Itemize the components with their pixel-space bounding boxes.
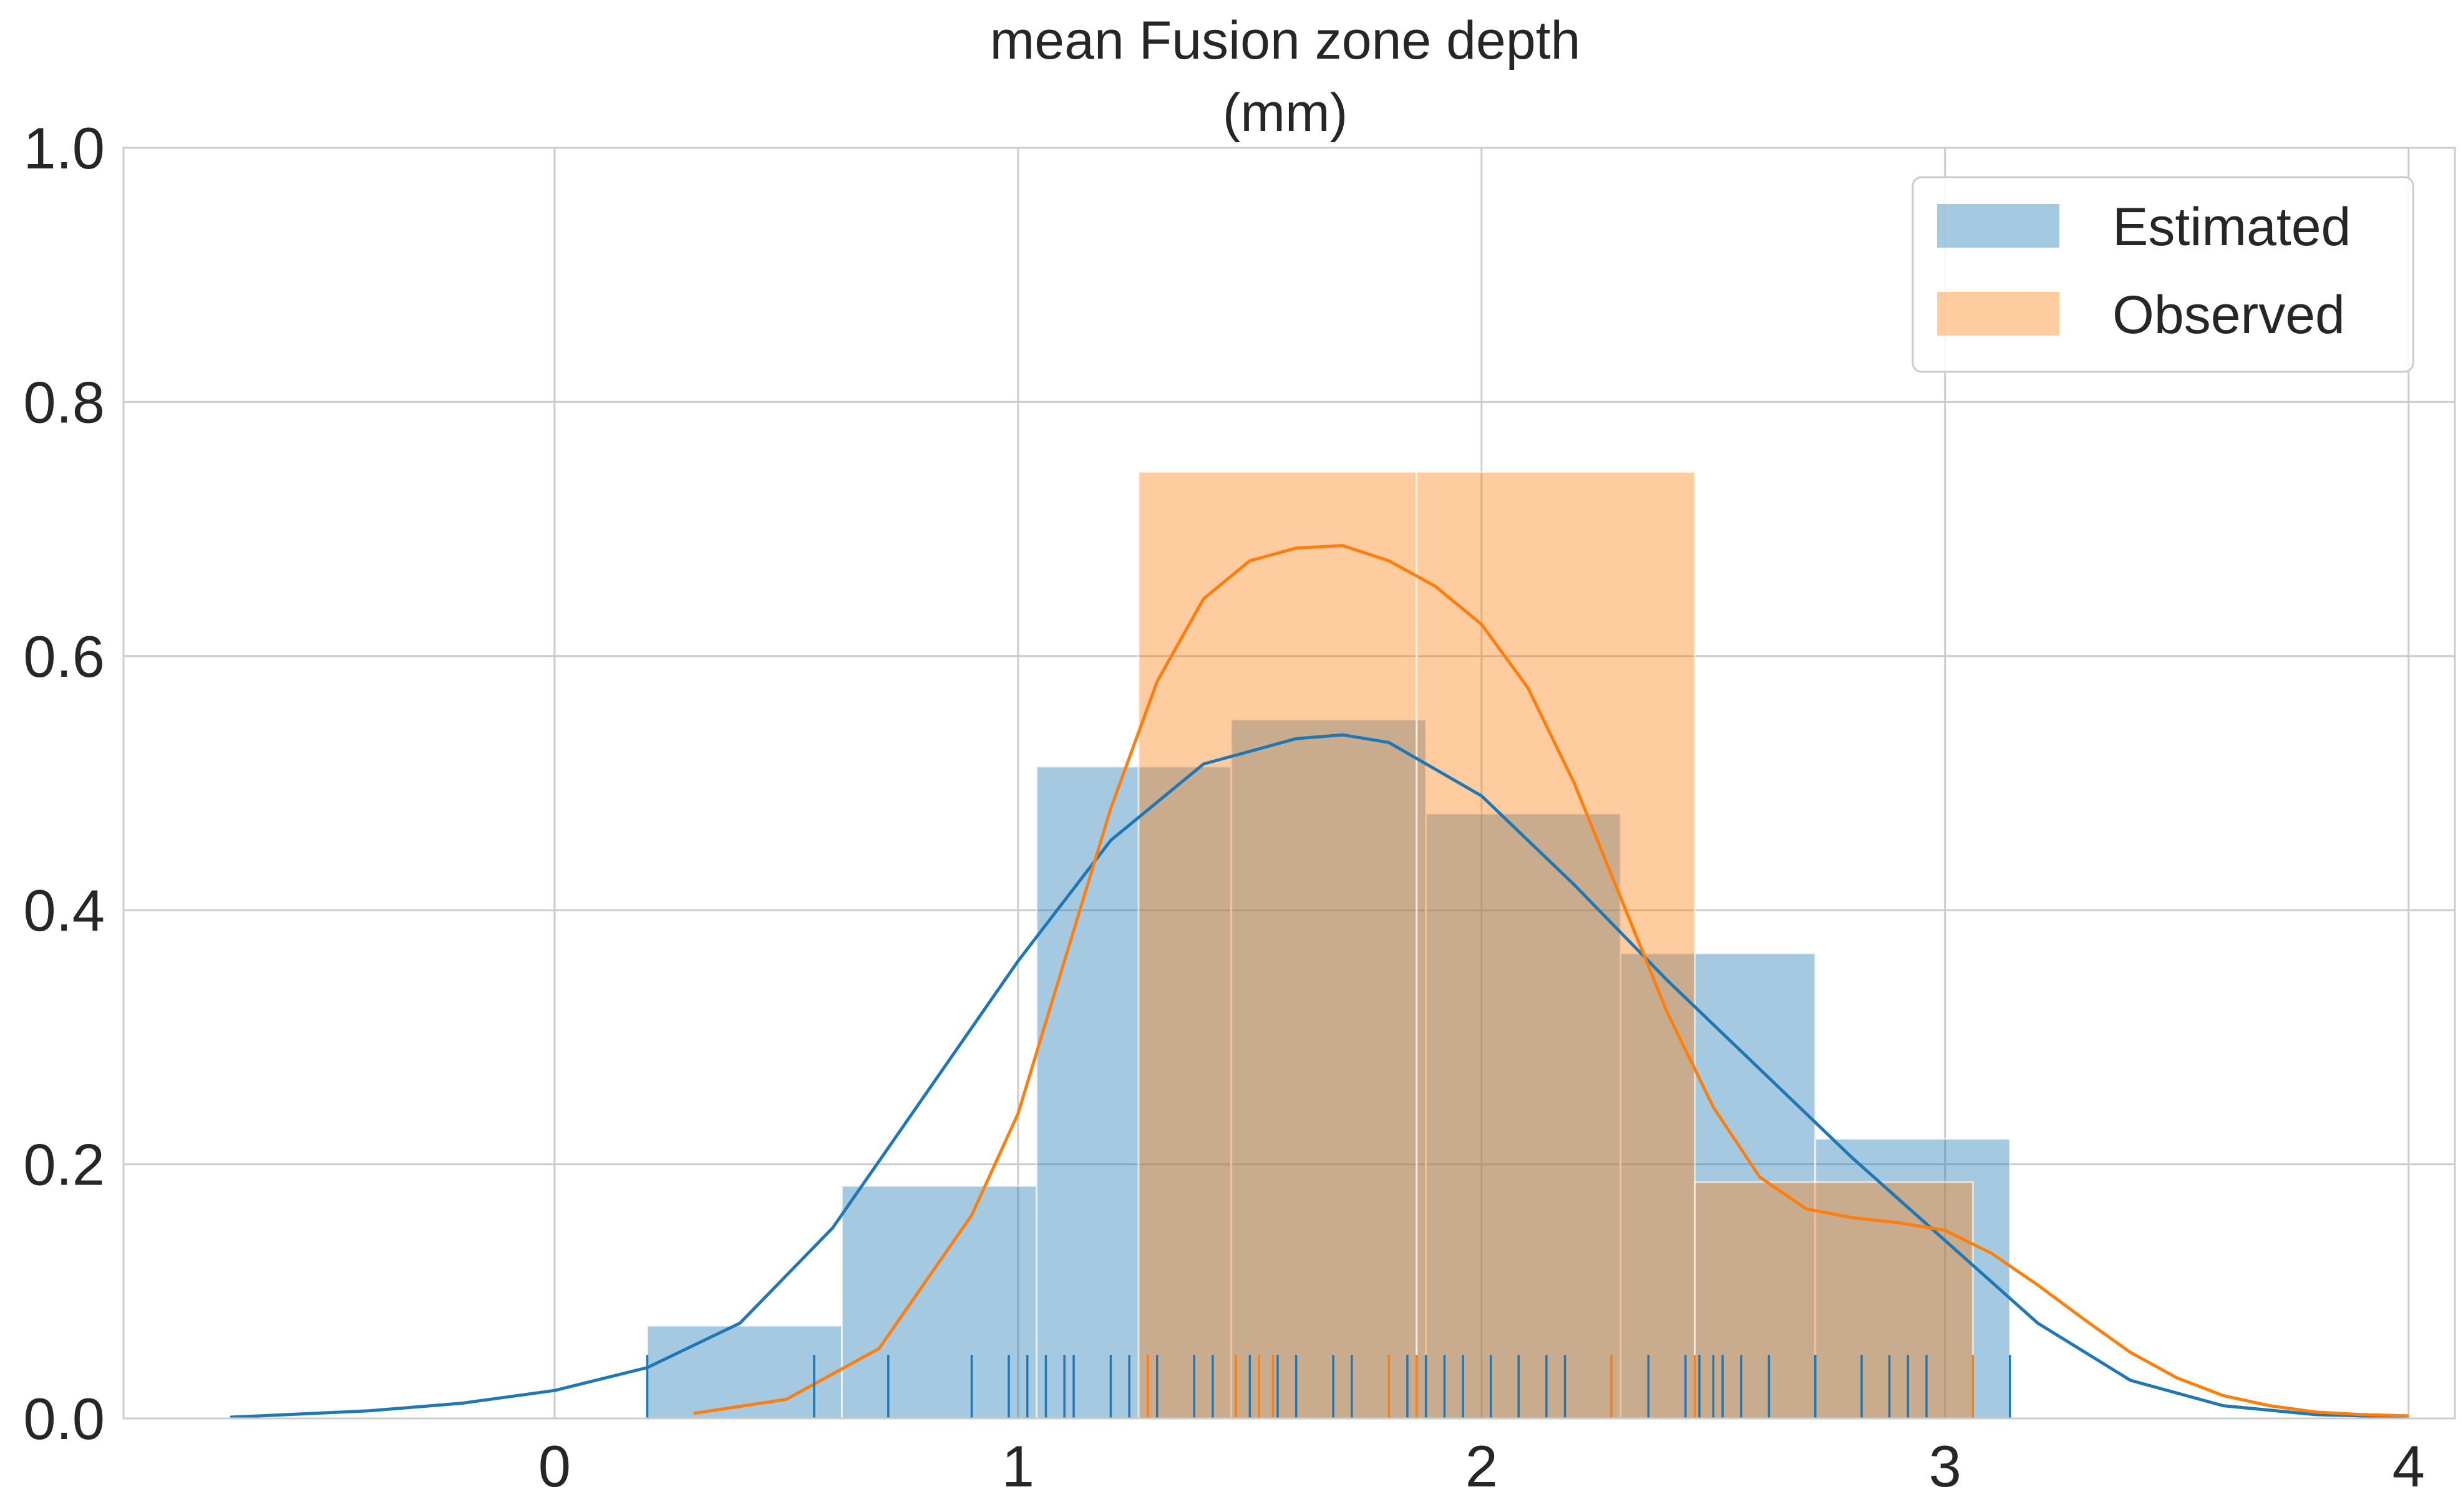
- x-tick-label-2: 2: [1465, 1433, 1498, 1499]
- hist-bar-estimated-0: [646, 1324, 843, 1420]
- histogram-observed: [1137, 470, 1974, 1420]
- plot-frame: [122, 147, 2456, 1420]
- legend-swatch-observed: [1937, 292, 2059, 336]
- legend-swatch-estimated: [1937, 204, 2059, 248]
- hist-bar-observed-1: [1416, 470, 1696, 1420]
- rug-marks: [646, 1355, 2011, 1418]
- y-tick-label-1: 0.2: [23, 1132, 105, 1198]
- y-tick-label-3: 0.6: [23, 624, 105, 689]
- y-tick-label-0: 0.0: [23, 1386, 105, 1451]
- hist-bar-estimated-2: [1036, 765, 1233, 1420]
- chart-title-line-2: (mm): [1223, 83, 1348, 143]
- x-tick-label-0: 0: [538, 1433, 571, 1499]
- x-tick-label-1: 1: [1002, 1433, 1034, 1499]
- hist-bar-estimated-6: [1814, 1138, 2011, 1420]
- legend-label-estimated: Estimated: [2112, 197, 2351, 257]
- y-tick-label-4: 0.8: [23, 369, 105, 435]
- x-tick-label-4: 4: [2393, 1433, 2425, 1499]
- histogram-estimated: [646, 719, 2011, 1420]
- hist-bar-estimated-3: [1230, 719, 1427, 1420]
- x-tick-label-3: 3: [1929, 1433, 1961, 1499]
- legend-box: [1912, 176, 2414, 373]
- legend-label-observed: Observed: [2112, 285, 2345, 345]
- legend: Estimated Observed: [1912, 176, 2414, 373]
- y-tick-label-5: 1.0: [23, 115, 105, 181]
- hist-bar-observed-2: [1694, 1181, 1974, 1420]
- y-tick-label-2: 0.4: [23, 878, 105, 943]
- hist-bar-observed-0: [1137, 470, 1418, 1420]
- x-tick-labels: 0 1 2 3 4: [538, 1433, 2425, 1499]
- y-tick-labels: 0.0 0.2 0.4 0.6 0.8 1.0: [23, 115, 105, 1451]
- chart-title-line-1: mean Fusion zone depth: [990, 11, 1581, 70]
- hist-bar-estimated-4: [1425, 812, 1622, 1420]
- hist-bar-estimated-1: [841, 1185, 1038, 1420]
- kde-line-observed: [693, 544, 2409, 1418]
